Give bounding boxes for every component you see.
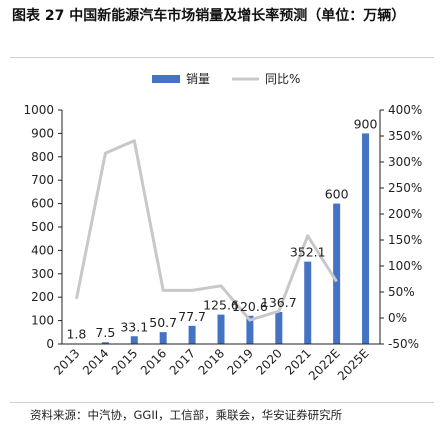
x-tick-label: 2020 <box>253 346 284 377</box>
bar-2020 <box>275 312 283 344</box>
bar-value-label: 125.6 <box>203 298 239 313</box>
left-tick-label: 500 <box>31 220 54 234</box>
left-tick-label: 600 <box>31 197 54 211</box>
bar-value-label: 1.8 <box>67 327 87 342</box>
source-divider <box>10 402 434 403</box>
x-tick-label: 2014 <box>80 346 111 377</box>
left-tick-label: 800 <box>31 150 54 164</box>
bar-2018 <box>217 314 225 344</box>
left-tick-label: 1000 <box>23 103 54 117</box>
bar-2015 <box>130 336 138 344</box>
title-divider <box>10 57 434 58</box>
x-tick-label: 2013 <box>51 346 82 377</box>
x-tick-label: 2017 <box>167 346 198 377</box>
x-tick-label: 2025E <box>335 346 372 383</box>
legend-label-line: 同比% <box>265 72 300 86</box>
right-axis: -50% 0% 50% 100% 150% 200% 250% 300% 350% 400% <box>379 103 422 351</box>
growth-line <box>75 139 338 322</box>
x-tick-label: 2022E <box>306 346 343 383</box>
bar-value-label: 77.7 <box>178 309 206 324</box>
bar-value-label: 33.1 <box>120 319 148 334</box>
left-tick-label: 200 <box>31 290 54 304</box>
bar-value-label: 352.1 <box>290 245 326 260</box>
right-tick-label: 250% <box>388 181 422 195</box>
x-tick-label: 2016 <box>138 346 169 377</box>
x-tick-label: 2019 <box>225 346 256 377</box>
bar-value-label: 120.6 <box>232 299 268 314</box>
bars <box>72 133 370 345</box>
bar-2019 <box>246 315 254 344</box>
left-tick-label: 0 <box>46 337 54 351</box>
right-tick-label: 400% <box>388 103 422 117</box>
bar-2017 <box>188 325 196 344</box>
left-axis: 0 100 200 300 400 500 600 700 800 900 1000 <box>23 103 63 351</box>
legend: 销量 同比% <box>152 72 300 86</box>
right-tick-label: 300% <box>388 155 422 169</box>
legend-label-bar: 销量 <box>186 72 210 86</box>
legend-swatch-bar <box>152 75 180 83</box>
right-tick-label: 100% <box>388 259 422 273</box>
bar-value-label: 136.7 <box>261 295 297 310</box>
bar-2014 <box>101 342 109 344</box>
left-tick-label: 400 <box>31 243 54 257</box>
left-tick-label: 900 <box>31 126 54 140</box>
bar-value-label: 600 <box>325 187 349 202</box>
bar-2025E <box>362 133 370 344</box>
right-tick-label: 50% <box>388 285 415 299</box>
bar-value-label: 900 <box>354 116 378 131</box>
bar-value-label: 50.7 <box>149 315 177 330</box>
bar-2022E <box>333 203 341 344</box>
source-note: 资料来源：中汽协，GGII，工信部，乘联会，华安证券研究所 <box>30 408 343 422</box>
left-tick-label: 100 <box>31 314 54 328</box>
left-tick-label: 700 <box>31 173 54 187</box>
chart: 销量 同比% 0 100 200 300 400 500 600 700 800 900 1000 -… <box>23 72 422 383</box>
x-tick-label: 2018 <box>196 346 227 377</box>
x-tick-label: 2015 <box>109 346 140 377</box>
right-tick-label: -50% <box>388 337 419 351</box>
right-tick-label: 200% <box>388 207 422 221</box>
right-tick-label: 150% <box>388 233 422 247</box>
left-tick-label: 300 <box>31 267 54 281</box>
right-tick-label: 0% <box>388 311 407 325</box>
growth-line-series <box>75 139 338 322</box>
x-axis: 2013201420152016201720182019202020212022… <box>51 343 380 383</box>
right-tick-label: 350% <box>388 129 422 143</box>
bar-value-label: 7.5 <box>95 325 115 340</box>
chart-title: 图表 27 中国新能源汽车市场销量及增长率预测（单位：万辆） <box>12 8 406 24</box>
bar-2021 <box>304 261 312 344</box>
bar-2016 <box>159 332 167 344</box>
